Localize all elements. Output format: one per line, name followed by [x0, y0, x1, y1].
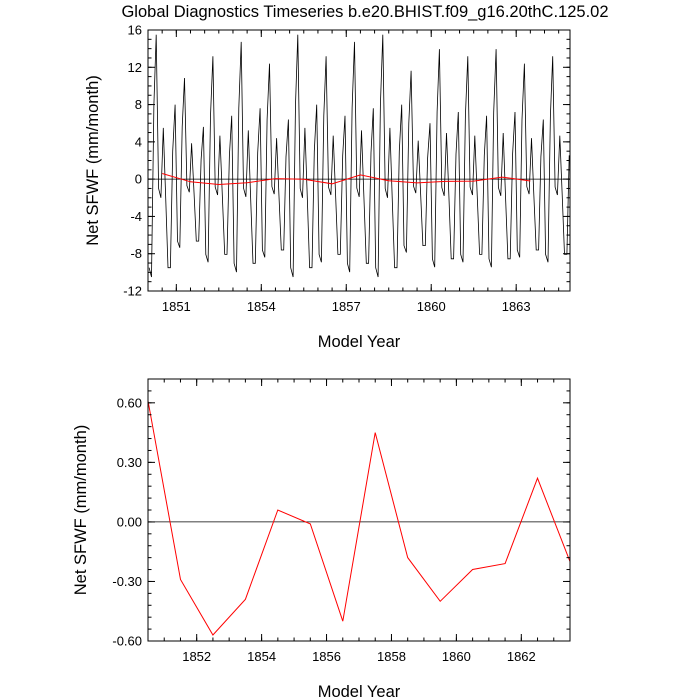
- series-line-annual-mean: [162, 173, 531, 186]
- x-tick-label: 1854: [247, 649, 276, 664]
- x-axis-label: Model Year: [318, 333, 401, 351]
- bottom-annual-panel: 1852 1854 1856 1858 1860 1862 -0.60 -0.30 0.00 0.…: [72, 378, 571, 700]
- x-tick-label: 1860: [442, 649, 471, 664]
- x-tick-label: 1862: [507, 649, 536, 664]
- x-axis-label: Model Year: [318, 683, 401, 700]
- y-tick-label: 12: [128, 60, 142, 75]
- y-tick-label: -4: [130, 209, 142, 224]
- series-line-annual-mean: [147, 400, 571, 636]
- y-tick-label: 8: [135, 97, 142, 112]
- series-line-monthly: [148, 34, 570, 278]
- x-tick-label: 1857: [332, 299, 361, 314]
- y-tick-label: -12: [123, 284, 142, 299]
- plot-frame: [147, 378, 571, 642]
- y-tick-label: -0.60: [112, 634, 142, 649]
- y-tick-label: 0.60: [117, 395, 142, 410]
- x-tick-label: 1851: [162, 299, 191, 314]
- y-axis-label: Net SFWF (mm/month): [72, 425, 90, 596]
- x-tick-label: 1854: [247, 299, 276, 314]
- y-tick-label: 0.30: [117, 455, 142, 470]
- y-tick-label: 0.00: [117, 514, 142, 529]
- y-tick-label: 4: [135, 134, 142, 149]
- x-tick-label: 1856: [312, 649, 341, 664]
- y-tick-label: -8: [130, 246, 142, 261]
- top-timeseries-panel: 1851 1854 1857 1860 1863 -12 -8 -4 0 4 8 12 16 Model …: [84, 23, 571, 351]
- x-tick-label: 1858: [377, 649, 406, 664]
- x-tick-label: 1863: [502, 299, 531, 314]
- y-tick-label: 16: [128, 23, 142, 38]
- y-tick-label: 0: [135, 172, 142, 187]
- y-axis-label: Net SFWF (mm/month): [84, 75, 102, 246]
- x-tick-label: 1860: [417, 299, 446, 314]
- plot-frame: [147, 29, 571, 292]
- x-tick-label: 1852: [182, 649, 211, 664]
- chart-title: Global Diagnostics Timeseries b.e20.BHIS…: [121, 3, 608, 21]
- y-tick-label: -0.30: [112, 574, 142, 589]
